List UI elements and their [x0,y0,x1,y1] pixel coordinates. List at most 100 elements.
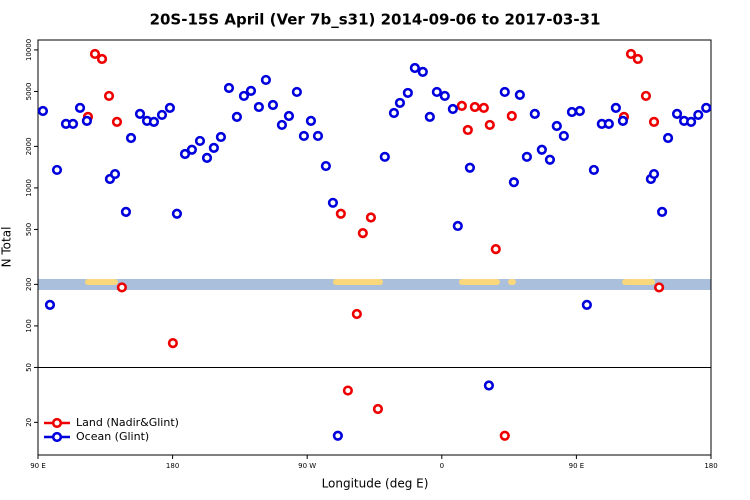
point [506,110,517,122]
point [456,100,467,111]
x-axis-label: Longitude (deg E) [322,477,429,491]
legend-marker [51,417,63,429]
land-band [333,279,383,285]
point [276,119,288,131]
point [103,90,115,102]
point [164,102,176,114]
point [231,111,243,123]
point [111,116,123,127]
point [686,116,697,127]
point [116,282,128,293]
land-ocean-band [38,279,711,290]
y-tick-label: 100 [25,319,33,332]
point [208,142,219,153]
point [671,108,683,119]
point [335,208,346,219]
point [342,385,353,396]
point [267,99,279,111]
y-tick-label: 2000 [25,137,33,155]
point [417,66,428,77]
point [654,282,665,293]
y-axis-label: N Total [0,227,14,268]
point [648,116,660,127]
y-tick-label: 50 [25,363,33,372]
point [452,220,463,232]
point [701,102,712,114]
x-tick-label: 0 [440,462,444,470]
point [588,164,599,176]
point [648,168,660,180]
point [305,115,317,126]
point [179,148,191,160]
point [469,101,480,113]
point [514,89,525,101]
plot-frame [37,39,712,456]
point [693,109,704,121]
point [365,212,377,223]
point [640,90,652,102]
point [194,135,206,147]
point [332,430,343,441]
series [37,62,712,441]
point [125,132,137,144]
point [388,107,400,119]
point [96,53,108,65]
point [245,85,257,96]
x-tick-label: 90 W [298,462,316,470]
point [260,74,272,86]
point [238,90,250,102]
legend-marker [51,431,63,443]
point [508,177,519,188]
y-tick-label: 5000 [25,83,33,101]
point [81,115,93,126]
point [357,228,368,239]
point [544,154,556,165]
point [327,197,339,208]
point [134,108,146,119]
y-tick-label: 1000 [25,179,33,197]
point [215,131,227,143]
point [632,53,643,65]
point [74,102,86,114]
point [484,119,495,131]
point [483,380,495,391]
point [625,48,637,60]
point [409,62,420,74]
y-tick-label: 500 [25,223,33,236]
point [298,130,310,142]
point [372,403,384,415]
land-band [622,279,655,285]
y-tick-label: 200 [25,278,33,291]
point [37,105,49,117]
land-band [508,279,516,285]
point [581,299,592,310]
point [351,308,362,320]
point [167,338,178,349]
point [447,103,458,115]
point [490,244,501,255]
point [120,206,132,218]
y-tick-label: 10000 [25,39,33,61]
point [529,108,540,119]
land-band [85,279,118,285]
point [379,151,390,162]
x-tick-label: 180 [166,462,179,470]
point [603,118,614,129]
point [499,430,510,441]
point [253,101,264,113]
point [521,151,532,162]
point [51,164,63,176]
x-tick-label: 90 E [30,462,46,470]
point [89,48,101,60]
x-tick-label: 90 E [569,462,585,470]
point [44,299,56,310]
point [291,86,302,98]
point [186,144,197,155]
chart-title: 20S-15S April (Ver 7b_s31) 2014-09-06 to… [150,11,601,29]
point [171,208,183,219]
point [223,82,235,94]
point [574,105,585,117]
legend-label: Ocean (Glint) [76,430,149,443]
